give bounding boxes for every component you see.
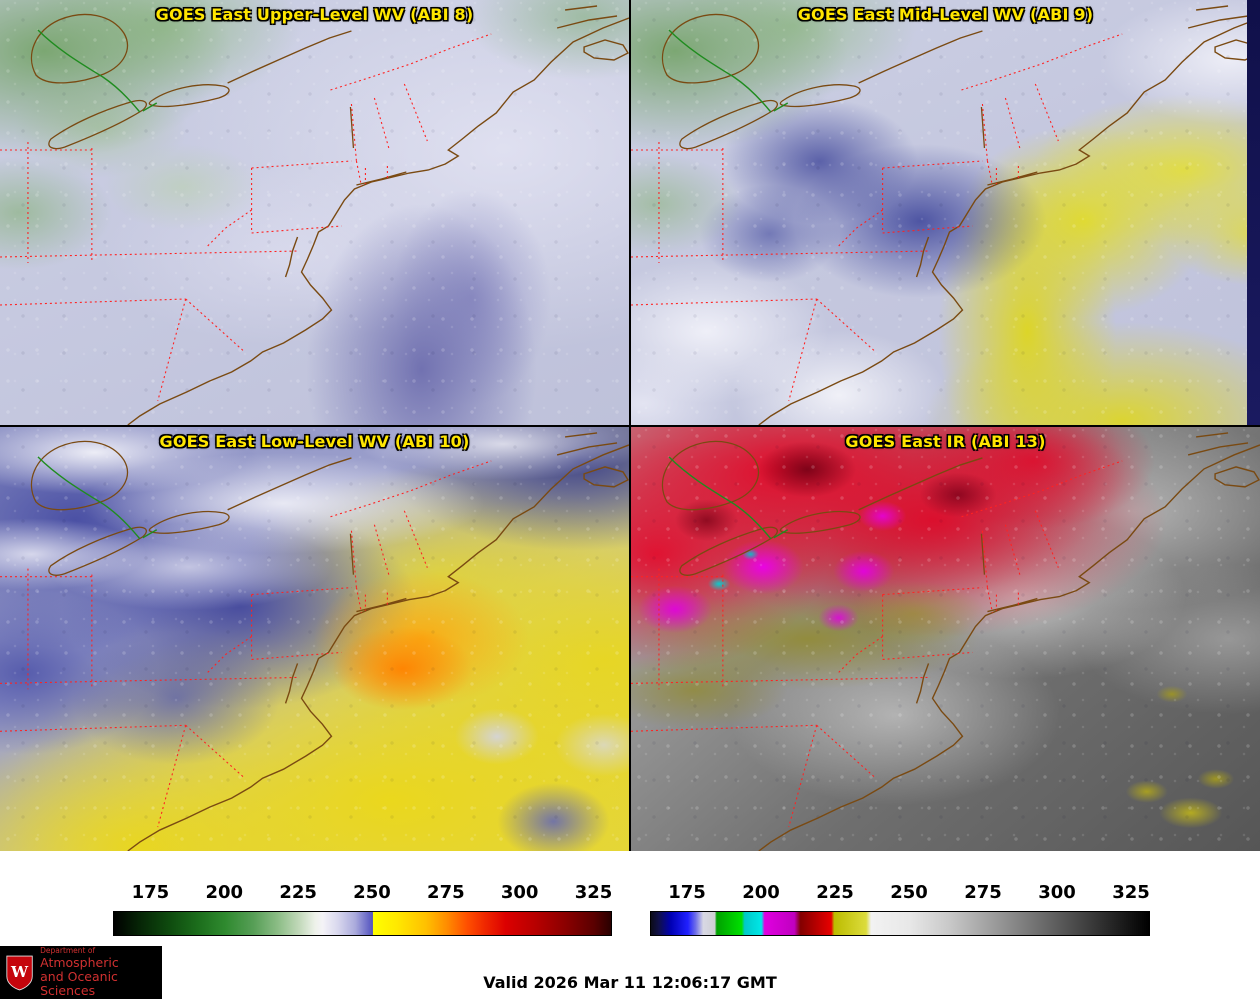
ir-tick-325: 325	[1112, 882, 1150, 903]
valid-time-label: Valid 2026 Mar 11 12:06:17 GMT	[483, 973, 777, 992]
uw-aos-logo: W Department of Atmospheric and Oceanic …	[0, 946, 162, 999]
panel-mid-level-wv: GOES East Mid-Level WV (ABI 9)	[631, 0, 1260, 425]
wv-tick-225: 225	[279, 882, 317, 903]
map-overlay	[631, 432, 1260, 851]
wv-tick-275: 275	[427, 882, 465, 903]
panel-ir: GOES East IR (ABI 13)	[631, 427, 1260, 851]
map-overlay	[631, 5, 1260, 425]
logo-text: Department of Atmospheric and Oceanic Sc…	[40, 946, 156, 998]
map-overlay	[0, 5, 629, 425]
ir-tick-175: 175	[668, 882, 706, 903]
panel-title-ir: GOES East IR (ABI 13)	[845, 432, 1046, 451]
footer: W Department of Atmospheric and Oceanic …	[0, 945, 1260, 999]
ir-tick-250: 250	[890, 882, 928, 903]
ir-tick-275: 275	[964, 882, 1002, 903]
map-overlay	[0, 432, 629, 851]
wv-colorbar-gradient	[113, 911, 612, 936]
panel-title-upper-level-wv: GOES East Upper-Level WV (ABI 8)	[155, 5, 474, 24]
uw-monogram: W	[10, 963, 29, 981]
uw-crest-icon: W	[6, 955, 33, 990]
logo-line-atmospheric: Atmospheric	[40, 954, 119, 970]
ir-colorbar: 175 200 225 250 275 300 325	[650, 851, 1150, 945]
panel-title-low-level-wv: GOES East Low-Level WV (ABI 10)	[159, 432, 470, 451]
panel-title-mid-level-wv: GOES East Mid-Level WV (ABI 9)	[797, 5, 1094, 24]
logo-line-department-of: Department of	[40, 946, 96, 956]
wv-colorbar: 175 200 225 250 275 300 325	[113, 851, 612, 945]
logo-line-oceanic-sciences: and Oceanic Sciences	[40, 968, 118, 998]
wv-tick-300: 300	[500, 882, 539, 903]
wv-tick-250: 250	[353, 882, 391, 903]
panel-grid: GOES East Upper-Level WV (ABI 8) GOES Ea…	[0, 0, 1260, 851]
ir-tick-225: 225	[816, 882, 854, 903]
ir-tick-200: 200	[742, 882, 780, 903]
wv-tick-325: 325	[574, 882, 613, 903]
wv-tick-175: 175	[131, 882, 170, 903]
ir-colorbar-gradient	[650, 911, 1150, 936]
wv-tick-200: 200	[205, 882, 244, 903]
panel-upper-level-wv: GOES East Upper-Level WV (ABI 8)	[0, 0, 629, 425]
ir-tick-300: 300	[1038, 882, 1076, 903]
colorbar-section: 175 200 225 250 275 300 325 175 200 225 …	[0, 851, 1260, 945]
panel-low-level-wv: GOES East Low-Level WV (ABI 10)	[0, 427, 629, 851]
